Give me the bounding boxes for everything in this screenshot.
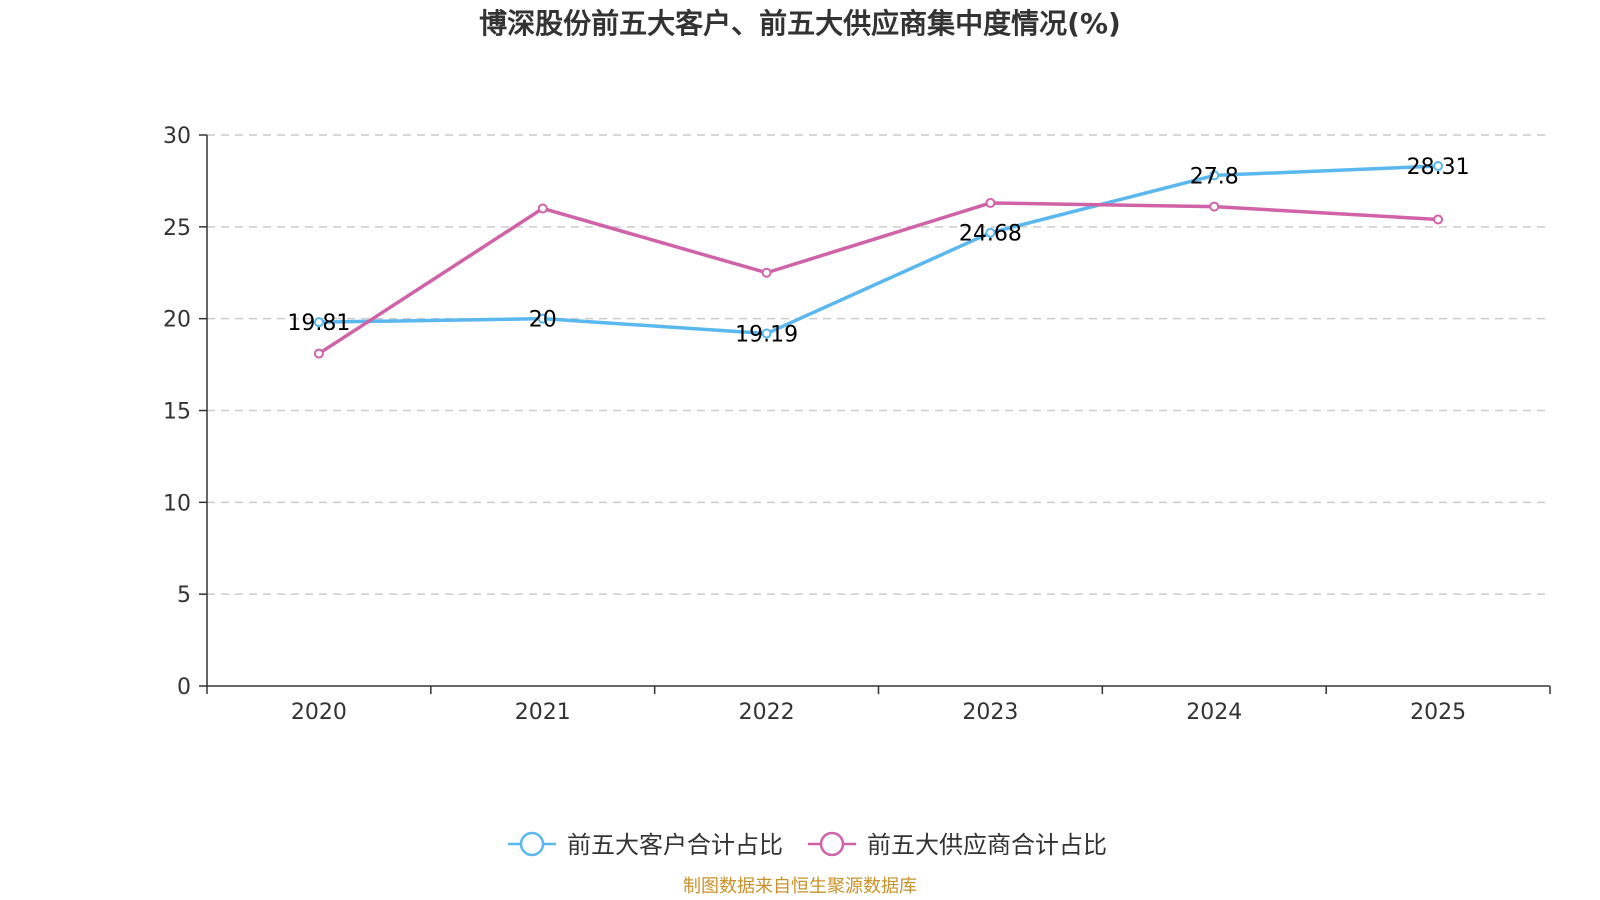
legend[interactable]: 前五大客户合计占比 前五大供应商合计占比 [508, 831, 1107, 859]
data-point [313, 348, 324, 359]
data-label: 28.31 [1407, 155, 1470, 180]
data-point [1433, 161, 1444, 172]
data-point [985, 197, 996, 208]
x-tick-label: 2023 [962, 700, 1018, 725]
legend-label: 前五大客户合计占比 [567, 831, 783, 859]
legend-label: 前五大供应商合计占比 [867, 831, 1107, 859]
y-tick-label: 0 [177, 675, 191, 700]
legend-item-1[interactable]: 前五大客户合计占比 [508, 831, 783, 859]
grid-lines [207, 134, 1550, 595]
x-tick-label: 2022 [739, 700, 795, 725]
y-tick-label: 25 [163, 216, 191, 241]
data-point [761, 328, 772, 339]
data-point [313, 317, 324, 328]
data-point [761, 267, 772, 278]
data-label: 20 [529, 308, 557, 333]
data-point [1209, 170, 1220, 181]
y-tick-label: 5 [177, 583, 191, 608]
data-label: 27.8 [1190, 164, 1239, 189]
x-tick-label: 2020 [291, 700, 347, 725]
data-point [985, 227, 996, 238]
legend-marker-icon [519, 831, 545, 857]
data-label: 24.68 [959, 222, 1022, 247]
data-label: 19.19 [735, 323, 798, 348]
x-tick-label: 2021 [515, 700, 571, 725]
x-tick-label: 2025 [1410, 700, 1466, 725]
chart-title: 博深股份前五大客户、前五大供应商集中度情况(%) [479, 7, 1121, 40]
series-line-2 [317, 201, 1439, 356]
series-line-1 [318, 164, 1439, 336]
data-point [1433, 214, 1444, 225]
data-label: 19.81 [287, 311, 350, 336]
y-tick-label: 15 [163, 400, 191, 425]
x-tick-label: 2024 [1186, 700, 1242, 725]
source-note: 制图数据来自恒生聚源数据库 [683, 876, 917, 897]
y-tick-label: 30 [163, 124, 191, 149]
y-tick-label: 20 [163, 308, 191, 333]
legend-marker-icon [819, 831, 845, 857]
series-layer [313, 161, 1444, 359]
data-point [537, 203, 548, 214]
legend-item-2[interactable]: 前五大供应商合计占比 [808, 831, 1107, 859]
data-labels: 19.81 20 19.19 24.68 27.8 28.31 [287, 155, 1469, 348]
data-point [537, 313, 548, 324]
data-point [1209, 201, 1220, 212]
y-tick-label: 10 [163, 491, 191, 516]
